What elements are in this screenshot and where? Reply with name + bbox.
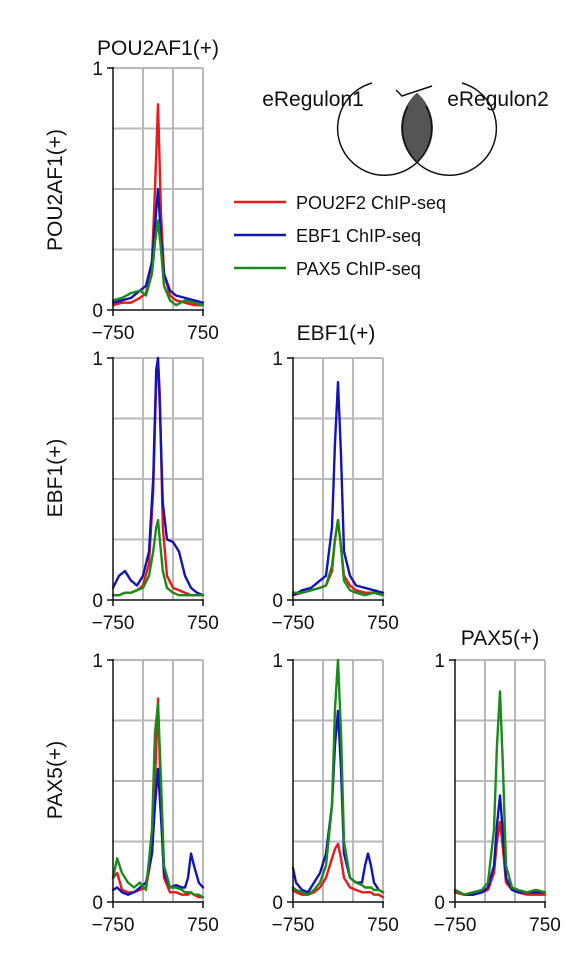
panel-r3-pou2af1: 1 0−750 750 <box>92 651 219 936</box>
venn-overlap <box>401 81 433 175</box>
series-line-ebf1 <box>111 356 205 597</box>
x-tick-label-min: −750 <box>434 915 477 936</box>
series-line-pax5 <box>111 219 205 307</box>
series-line-ebf1 <box>453 794 547 896</box>
column-title-pax5: PAX5(+) <box>461 627 539 650</box>
x-tick-label-min: −750 <box>92 323 135 344</box>
x-tick-label-max: 750 <box>529 915 561 936</box>
row-label-pax5: PAX5(+) <box>44 741 67 819</box>
venn-left-circle <box>336 82 433 177</box>
x-tick-label-max: 750 <box>367 915 399 936</box>
y-tick-label-min: 0 <box>92 591 103 612</box>
y-tick-label-min: 0 <box>92 893 103 914</box>
venn-diagram: eRegulon1 eRegulon2 <box>262 81 549 177</box>
legend-label-pou2f2: POU2F2 ChIP-seq <box>296 193 446 213</box>
row-label-ebf1: EBF1(+) <box>44 439 67 518</box>
x-tick-label-min: −750 <box>92 613 135 634</box>
panel-r1-pou2af1: 1 0−750 750 <box>92 59 219 344</box>
x-tick-label-max: 750 <box>187 915 219 936</box>
column-title-pou2af1: POU2AF1(+) <box>97 37 219 60</box>
x-tick-label-min: −750 <box>92 915 135 936</box>
venn-right-circle <box>401 82 498 177</box>
venn-left-label: eRegulon1 <box>262 88 364 111</box>
legend-label-ebf1: EBF1 ChIP-seq <box>296 226 421 246</box>
series-line-ebf1 <box>291 381 385 597</box>
y-tick-label-min: 0 <box>92 301 103 322</box>
series-line-ebf1 <box>111 767 205 896</box>
panel-r3-pax5: 1 0−750 750 <box>434 651 561 936</box>
venn-right-label: eRegulon2 <box>447 88 549 111</box>
panel-r3-ebf1: 1 0−750 750 <box>272 651 399 936</box>
series-line-pax5 <box>453 690 547 896</box>
series-line-pax5 <box>111 702 205 899</box>
series-line-pax5 <box>291 658 385 896</box>
y-tick-label-max: 1 <box>92 59 103 80</box>
panel-r2-ebf1: 1 0−750 750 <box>272 349 399 634</box>
x-tick-label-max: 750 <box>187 613 219 634</box>
x-tick-label-max: 750 <box>187 323 219 344</box>
y-tick-label-max: 1 <box>272 651 283 672</box>
venn-link-mark <box>395 85 433 97</box>
y-tick-label-max: 1 <box>434 651 445 672</box>
row-label-pou2af1: POU2AF1(+) <box>44 129 67 251</box>
series-line-pou2f2 <box>453 820 547 896</box>
y-tick-label-min: 0 <box>272 893 283 914</box>
legend: POU2F2 ChIP-seq EBF1 ChIP-seq PAX5 ChIP-… <box>234 193 446 279</box>
series-line-pou2f2 <box>291 518 385 597</box>
x-tick-label-min: −750 <box>272 613 315 634</box>
series-line-pou2f2 <box>291 842 385 899</box>
series-line-ebf1 <box>291 709 385 894</box>
y-tick-label-max: 1 <box>272 349 283 370</box>
y-tick-label-max: 1 <box>92 651 103 672</box>
series-line-ebf1 <box>111 187 205 304</box>
x-tick-label-max: 750 <box>367 613 399 634</box>
column-title-ebf1: EBF1(+) <box>297 322 376 345</box>
y-tick-label-min: 0 <box>272 591 283 612</box>
x-tick-label-min: −750 <box>272 915 315 936</box>
series-line-pax5 <box>291 518 385 597</box>
y-tick-label-max: 1 <box>92 349 103 370</box>
panel-r2-pou2af1: 1 0−750 750 <box>92 349 219 634</box>
series-line-pou2f2 <box>111 356 205 597</box>
y-tick-label-min: 0 <box>434 893 445 914</box>
legend-label-pax5: PAX5 ChIP-seq <box>296 259 421 279</box>
series-line-pax5 <box>111 518 205 597</box>
